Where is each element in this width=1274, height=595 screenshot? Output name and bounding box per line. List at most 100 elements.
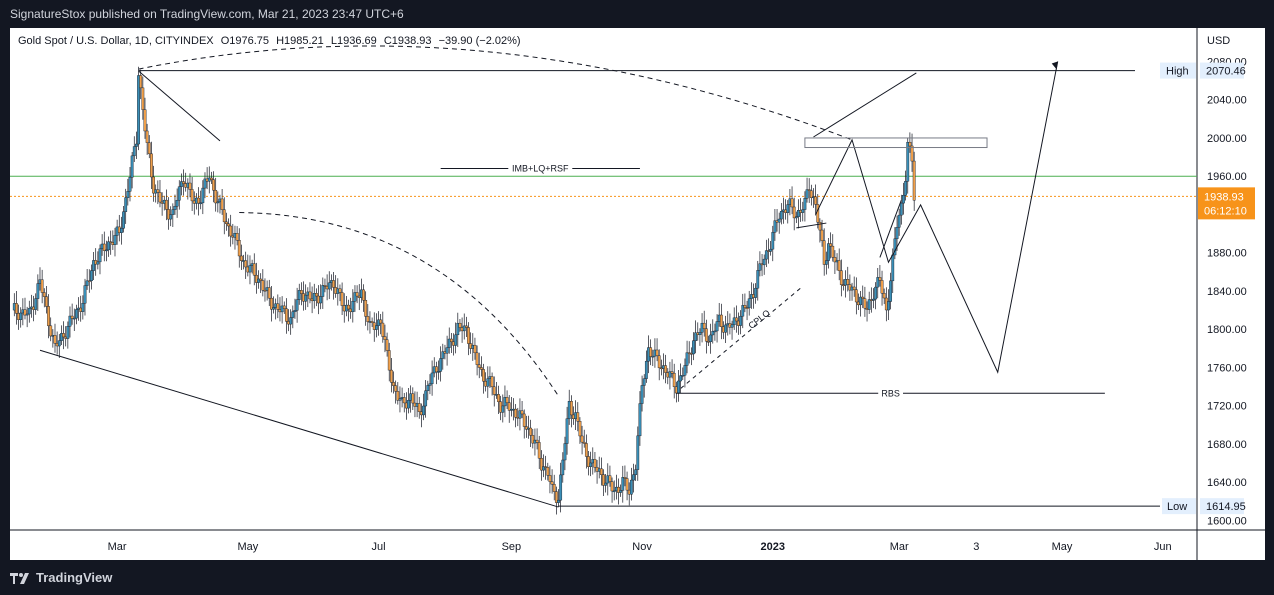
annotation-label-cplq: CPLQ <box>746 308 771 331</box>
candle-body <box>113 235 117 245</box>
candle-body <box>535 439 539 443</box>
candle-body <box>786 204 790 213</box>
candle-body <box>831 245 835 258</box>
candle-body <box>769 248 773 252</box>
low-label-badge <box>1162 498 1196 515</box>
plot-area[interactable]: USD2080.002040.002000.001960.001920.0018… <box>10 28 1265 560</box>
candle-body <box>92 260 95 271</box>
candle-body <box>214 190 218 204</box>
candle-body <box>66 326 70 339</box>
candle-body <box>392 382 395 386</box>
candle-body <box>479 367 483 370</box>
x-tick-label: Mar <box>108 541 127 553</box>
y-tick-label: 2000.00 <box>1207 133 1247 145</box>
low-label-text: Low <box>1167 501 1187 513</box>
candle-body <box>893 238 897 256</box>
candle-body <box>156 189 160 193</box>
candle-body <box>83 285 87 304</box>
candle-body <box>398 398 402 401</box>
candle-body <box>180 181 183 187</box>
candle-body <box>874 286 878 300</box>
y-tick-label: 1640.00 <box>1207 477 1247 489</box>
y-tick-label: 1960.00 <box>1207 171 1247 183</box>
candle-body <box>745 307 749 309</box>
candle-body <box>486 378 490 387</box>
candle-body <box>771 232 775 250</box>
candle-body <box>561 459 565 476</box>
wedge-lower-line <box>796 222 827 229</box>
candle-body <box>497 394 500 402</box>
tradingview-logo[interactable]: TradingView <box>10 570 112 585</box>
high-value: H1985.21 <box>276 35 324 47</box>
candle-body <box>150 153 153 178</box>
candle-body <box>19 312 23 320</box>
candle-body <box>908 141 912 147</box>
candle-body <box>152 176 155 194</box>
price-chart[interactable]: USD2080.002040.002000.001960.001920.0018… <box>10 28 1265 560</box>
candle-body <box>537 442 541 459</box>
candle-body <box>625 478 629 491</box>
candle-body <box>473 344 477 354</box>
candle-body <box>569 401 573 416</box>
candle-body <box>747 298 751 309</box>
candle-body <box>75 309 78 319</box>
candle-body <box>269 297 273 310</box>
publisher-header: SignatureStox published on TradingView.c… <box>0 0 1274 28</box>
candle-body <box>132 146 136 157</box>
candle-body <box>902 195 905 204</box>
candle-body <box>833 257 837 263</box>
candle-body <box>578 421 582 437</box>
candle-body <box>668 371 672 378</box>
candle-body <box>175 200 179 207</box>
candle-body <box>548 475 552 482</box>
candle-body <box>122 211 125 229</box>
candle-body <box>407 400 410 409</box>
candle-body <box>863 298 867 309</box>
candle-body <box>685 352 689 366</box>
candle-body <box>27 308 31 315</box>
candle-body <box>379 319 383 324</box>
candle-body <box>439 358 443 372</box>
annotation-label: IMB+LQ+RSF <box>512 164 569 174</box>
candle-body <box>437 371 440 373</box>
candle-body <box>422 405 425 416</box>
projection-arrow-head <box>1051 61 1058 70</box>
candle-body <box>655 349 659 356</box>
candle-body <box>62 333 65 338</box>
candle-body <box>779 211 783 220</box>
candle-body <box>130 155 134 178</box>
candle-body <box>314 293 318 297</box>
candle-body <box>619 490 623 493</box>
candle-body <box>730 324 734 328</box>
candle-body <box>23 309 27 316</box>
candle-body <box>664 365 668 373</box>
candle-body <box>225 221 228 224</box>
candle-body <box>374 325 378 330</box>
candle-body <box>724 324 728 333</box>
candle-body <box>340 292 344 306</box>
candle-body <box>165 199 168 210</box>
candle-body <box>467 327 470 344</box>
candle-body <box>167 209 170 220</box>
candle-body <box>240 255 243 261</box>
candle-body <box>304 294 308 302</box>
x-tick-label: May <box>1052 541 1073 553</box>
candle-body <box>188 182 192 190</box>
candle-body <box>816 204 820 223</box>
candle-body <box>604 482 608 486</box>
y-tick-label: 1840.00 <box>1207 286 1247 298</box>
candle-body <box>261 280 265 291</box>
candle-body <box>608 475 612 482</box>
candle-body <box>542 466 545 471</box>
chart-frame[interactable]: Gold Spot / U.S. Dollar, 1D, CITYINDEX O… <box>10 28 1265 560</box>
candle-body <box>87 280 91 283</box>
candle-body <box>642 378 646 386</box>
candle-body <box>36 283 40 299</box>
candle-body <box>889 280 893 302</box>
supply-zone-box <box>804 137 988 149</box>
candle-body <box>394 385 398 392</box>
candle-body <box>297 290 301 300</box>
y-tick-label: 1720.00 <box>1207 401 1247 413</box>
rise-line <box>879 199 902 258</box>
candle-body <box>98 248 102 263</box>
